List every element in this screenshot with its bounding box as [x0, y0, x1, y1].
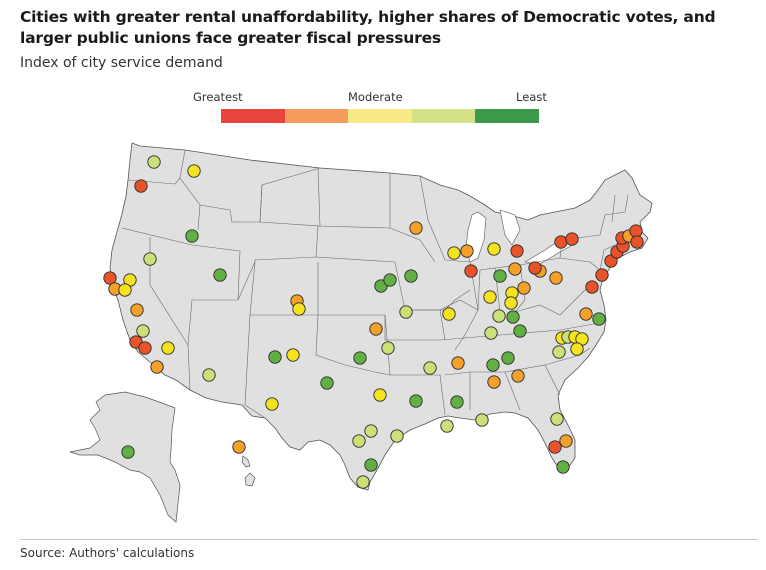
city-dot-least	[501, 351, 515, 365]
city-dot-least	[213, 268, 227, 282]
city-dot-least	[353, 351, 367, 365]
city-dot-high	[369, 322, 383, 336]
city-dot-least	[506, 310, 520, 324]
city-dot-low	[423, 361, 437, 375]
city-dot-high	[487, 375, 501, 389]
legend-label-moderate: Moderate	[348, 90, 403, 104]
city-dot-least	[185, 229, 199, 243]
city-dot-moderate	[483, 290, 497, 304]
legend-swatch-least	[475, 109, 539, 123]
city-dot-moderate	[373, 388, 387, 402]
city-dot-least	[268, 350, 282, 364]
us-map	[69, 142, 653, 523]
city-dot-least	[404, 269, 418, 283]
city-dot-high	[517, 281, 531, 295]
city-dot-low	[381, 341, 395, 355]
city-dot-low	[147, 155, 161, 169]
city-dot-moderate	[161, 341, 175, 355]
city-dot-high	[460, 244, 474, 258]
city-dot-high	[150, 360, 164, 374]
source-note: Source: Authors' calculations	[20, 546, 195, 560]
lake-huron	[499, 209, 521, 246]
city-dot-greatest	[510, 244, 524, 258]
city-dot-moderate	[118, 283, 132, 297]
city-dot-low	[143, 252, 157, 266]
chart-subtitle: Index of city service demand	[20, 55, 223, 71]
city-dot-low	[356, 475, 370, 489]
city-dot-least	[556, 460, 570, 474]
city-dot-low	[352, 434, 366, 448]
city-dot-least	[121, 445, 135, 459]
city-dot-moderate	[187, 164, 201, 178]
city-dot-low	[440, 419, 454, 433]
city-dot-high	[559, 434, 573, 448]
legend-color-scale	[221, 109, 539, 123]
city-dot-moderate	[442, 307, 456, 321]
city-dot-low	[484, 326, 498, 340]
city-dot-low	[202, 368, 216, 382]
city-dot-greatest	[585, 280, 599, 294]
city-dot-low	[552, 345, 566, 359]
city-dot-least	[493, 269, 507, 283]
city-dot-greatest	[464, 264, 478, 278]
city-dot-moderate	[504, 296, 518, 310]
city-dot-high	[579, 307, 593, 321]
city-dot-high	[451, 356, 465, 370]
chart-title: Cities with greater rental unaffordabili…	[20, 8, 716, 47]
city-dot-greatest	[565, 232, 579, 246]
city-dot-low	[399, 305, 413, 319]
city-dot-least	[450, 395, 464, 409]
city-dot-greatest	[548, 440, 562, 454]
city-dot-least	[486, 358, 500, 372]
city-dot-low	[364, 424, 378, 438]
city-dot-least	[364, 458, 378, 472]
legend-swatch-low	[411, 109, 475, 123]
legend-label-greatest: Greatest	[193, 90, 243, 104]
city-dot-high	[511, 369, 525, 383]
city-dot-low	[475, 413, 489, 427]
city-dot-least	[513, 324, 527, 338]
city-dot-high	[508, 262, 522, 276]
city-dot-low	[492, 309, 506, 323]
city-dot-greatest	[595, 268, 609, 282]
city-dot-moderate	[286, 348, 300, 362]
city-dot-greatest	[138, 341, 152, 355]
footer-divider	[20, 539, 758, 540]
legend-label-least: Least	[516, 90, 547, 104]
city-dot-moderate	[292, 302, 306, 316]
city-dot-least	[383, 273, 397, 287]
city-dot-greatest	[528, 261, 542, 275]
map-land	[69, 142, 653, 523]
city-dot-moderate	[447, 246, 461, 260]
city-dot-greatest	[630, 235, 644, 249]
city-dot-high	[409, 221, 423, 235]
city-dots	[103, 155, 644, 489]
city-dot-moderate	[487, 242, 501, 256]
city-dot-greatest	[103, 271, 117, 285]
city-dot-least	[320, 376, 334, 390]
city-dot-high	[232, 440, 246, 454]
legend-swatch-moderate	[348, 109, 412, 123]
city-dot-greatest	[629, 224, 643, 238]
city-dot-low	[390, 429, 404, 443]
city-dot-high	[130, 303, 144, 317]
hawaii-islands	[241, 455, 256, 487]
city-dot-low	[550, 412, 564, 426]
city-dot-greatest	[554, 235, 568, 249]
city-dot-least	[592, 312, 606, 326]
city-dot-moderate	[570, 342, 584, 356]
legend-swatch-greatest	[221, 109, 285, 123]
legend-swatch-high	[284, 109, 348, 123]
city-dot-least	[409, 394, 423, 408]
city-dot-high	[549, 271, 563, 285]
city-dot-low	[136, 324, 150, 338]
city-dot-moderate	[265, 397, 279, 411]
city-dot-greatest	[134, 179, 148, 193]
